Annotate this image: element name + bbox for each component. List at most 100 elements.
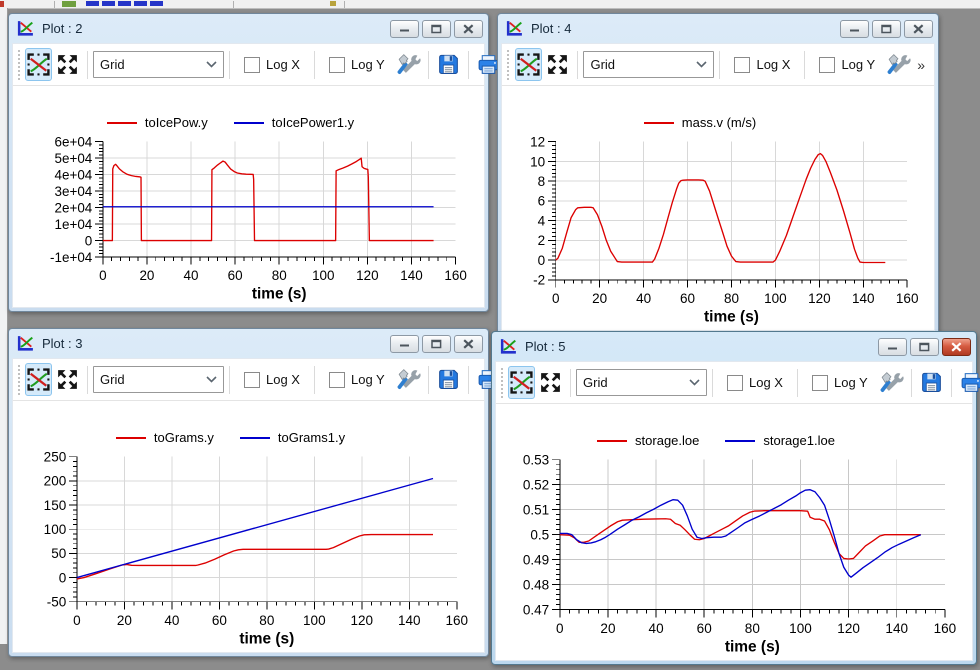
grid-dropdown[interactable]: Grid — [576, 369, 707, 396]
save-button[interactable] — [435, 363, 462, 396]
legend-item[interactable]: storage1.loe — [725, 433, 835, 448]
save-button[interactable] — [918, 366, 945, 399]
auto-scale-button[interactable] — [25, 363, 52, 396]
plot-setup-button[interactable] — [878, 366, 905, 399]
toolbar-grip[interactable] — [501, 367, 503, 398]
log-x-checkbox[interactable]: Log X — [727, 374, 783, 391]
legend-item[interactable]: toGrams1.y — [239, 430, 345, 445]
x-tick-label: 60 — [680, 291, 695, 306]
legend-item[interactable]: toIcePower1.y — [233, 115, 354, 130]
close-button[interactable] — [904, 19, 933, 38]
titlebar[interactable]: Plot : 2 — [9, 14, 488, 43]
toolbar-separator — [804, 50, 806, 79]
toolbar-separator — [229, 365, 230, 394]
log-y-checkbox[interactable]: Log Y — [819, 56, 875, 73]
y-tick-label: 0 — [538, 253, 546, 268]
log-y-checkbox[interactable]: Log Y — [328, 56, 385, 73]
auto-scale-button[interactable] — [508, 366, 535, 399]
checkbox-box — [328, 56, 345, 73]
log-y-checkbox[interactable]: Log Y — [328, 371, 385, 388]
x-tick-label: 120 — [351, 613, 374, 628]
save-button[interactable] — [435, 48, 462, 81]
minimize-button[interactable] — [390, 334, 419, 353]
x-tick-label: 140 — [400, 268, 422, 283]
fit-in-view-button[interactable] — [54, 48, 81, 81]
legend-item[interactable]: toIcePow.y — [106, 115, 208, 130]
titlebar[interactable]: Plot : 5 — [492, 332, 976, 361]
titlebar[interactable]: Plot : 4 — [498, 14, 938, 43]
window-plot3: Plot : 3 — [8, 328, 499, 657]
maximize-button[interactable] — [910, 337, 939, 356]
x-tick-label: 60 — [212, 613, 227, 628]
maximize-button[interactable] — [872, 19, 901, 38]
minimize-button[interactable] — [390, 19, 419, 38]
y-tick-label: 0.47 — [523, 603, 549, 618]
log-x-checkbox[interactable]: Log X — [244, 371, 300, 388]
toolbar-grip[interactable] — [18, 364, 20, 395]
close-button[interactable] — [454, 19, 483, 38]
y-tick-label: 10 — [530, 154, 545, 169]
x-tick-label: 20 — [592, 291, 607, 306]
maximize-button[interactable] — [422, 19, 451, 38]
toolbar-grip[interactable] — [18, 49, 20, 80]
titlebar[interactable]: Plot : 3 — [9, 329, 488, 358]
grid-dropdown-value: Grid — [590, 57, 616, 72]
log-y-checkbox[interactable]: Log Y — [811, 374, 868, 391]
legend-item[interactable]: toGrams.y — [115, 430, 214, 445]
legend-item[interactable]: mass.v (m/s) — [643, 115, 756, 130]
print-button[interactable] — [958, 366, 980, 399]
minimize-icon — [400, 29, 409, 32]
y-tick-label: 0.52 — [523, 478, 549, 493]
close-button[interactable] — [942, 337, 971, 356]
grid-dropdown[interactable]: Grid — [93, 51, 224, 78]
checkbox-label: Log Y — [350, 372, 385, 387]
toolbar-grip[interactable] — [507, 49, 510, 80]
plot-setup-button[interactable] — [395, 48, 422, 81]
plot-toolbar: Grid Log X Log Y — [502, 44, 934, 86]
minimize-button[interactable] — [840, 19, 869, 38]
y-tick-label: 4 — [538, 213, 546, 228]
auto-scale-icon — [517, 53, 541, 76]
grid-dropdown[interactable]: Grid — [583, 51, 715, 78]
toolbar-separator — [467, 365, 469, 394]
plot-setup-button[interactable] — [395, 363, 422, 396]
series-line — [76, 477, 434, 579]
fit-in-view-button[interactable] — [544, 48, 571, 81]
auto-scale-button[interactable] — [25, 48, 52, 81]
auto-scale-button[interactable] — [515, 48, 543, 81]
minimize-button[interactable] — [878, 337, 907, 356]
checkbox-box — [244, 56, 260, 73]
y-tick-label: 0.53 — [523, 453, 549, 468]
y-tick-label: 6 — [538, 194, 546, 209]
close-button[interactable] — [454, 334, 483, 353]
y-tick-label: 6e+04 — [55, 134, 93, 149]
maximize-button[interactable] — [422, 334, 451, 353]
y-tick-label: 100 — [44, 522, 67, 537]
y-tick-label: 0.49 — [523, 553, 549, 568]
save-icon — [921, 372, 941, 392]
toolbar-separator — [570, 368, 571, 397]
plot-toolbar: Grid Log X Log Y — [13, 359, 499, 401]
y-axis: 0.53 0.52 0.51 0.5 0.49 0.48 0.47 — [523, 453, 560, 618]
y-tick-label: 0.48 — [523, 578, 549, 593]
toolbar-overflow-button[interactable]: » — [917, 56, 925, 73]
legend-item[interactable]: storage.loe — [597, 433, 699, 448]
auto-scale-icon — [27, 53, 50, 76]
series-line — [559, 489, 922, 578]
log-x-checkbox[interactable]: Log X — [244, 56, 300, 73]
y-tick-label: 200 — [44, 474, 67, 489]
y-tick-label: 1e+04 — [55, 217, 93, 232]
background-icon-fragment — [62, 1, 76, 7]
x-tick-label: 120 — [356, 268, 378, 283]
plot-setup-button[interactable] — [885, 48, 912, 81]
tools-icon — [880, 372, 904, 392]
x-tick-label: 40 — [184, 268, 199, 283]
chart-area: toIcePow.y toIcePower1.y 0 20 40 60 80 100 120 1… — [13, 86, 484, 307]
fit-in-view-button[interactable] — [537, 366, 564, 399]
grid-dropdown[interactable]: Grid — [93, 366, 224, 393]
fit-in-view-button[interactable] — [54, 363, 81, 396]
log-x-checkbox[interactable]: Log X — [734, 56, 790, 73]
toolbar-separator — [87, 365, 88, 394]
checkbox-box — [328, 371, 345, 388]
